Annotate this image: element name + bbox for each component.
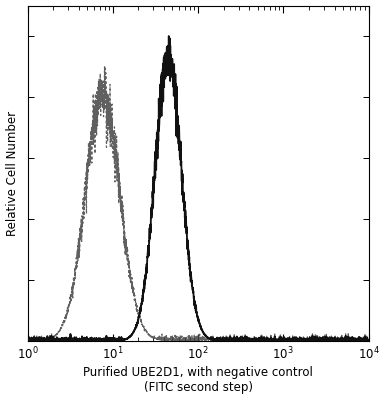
X-axis label: Purified UBE2D1, with negative control
(FITC second step): Purified UBE2D1, with negative control (… bbox=[83, 366, 313, 394]
Y-axis label: Relative Cell Number: Relative Cell Number bbox=[5, 111, 18, 236]
